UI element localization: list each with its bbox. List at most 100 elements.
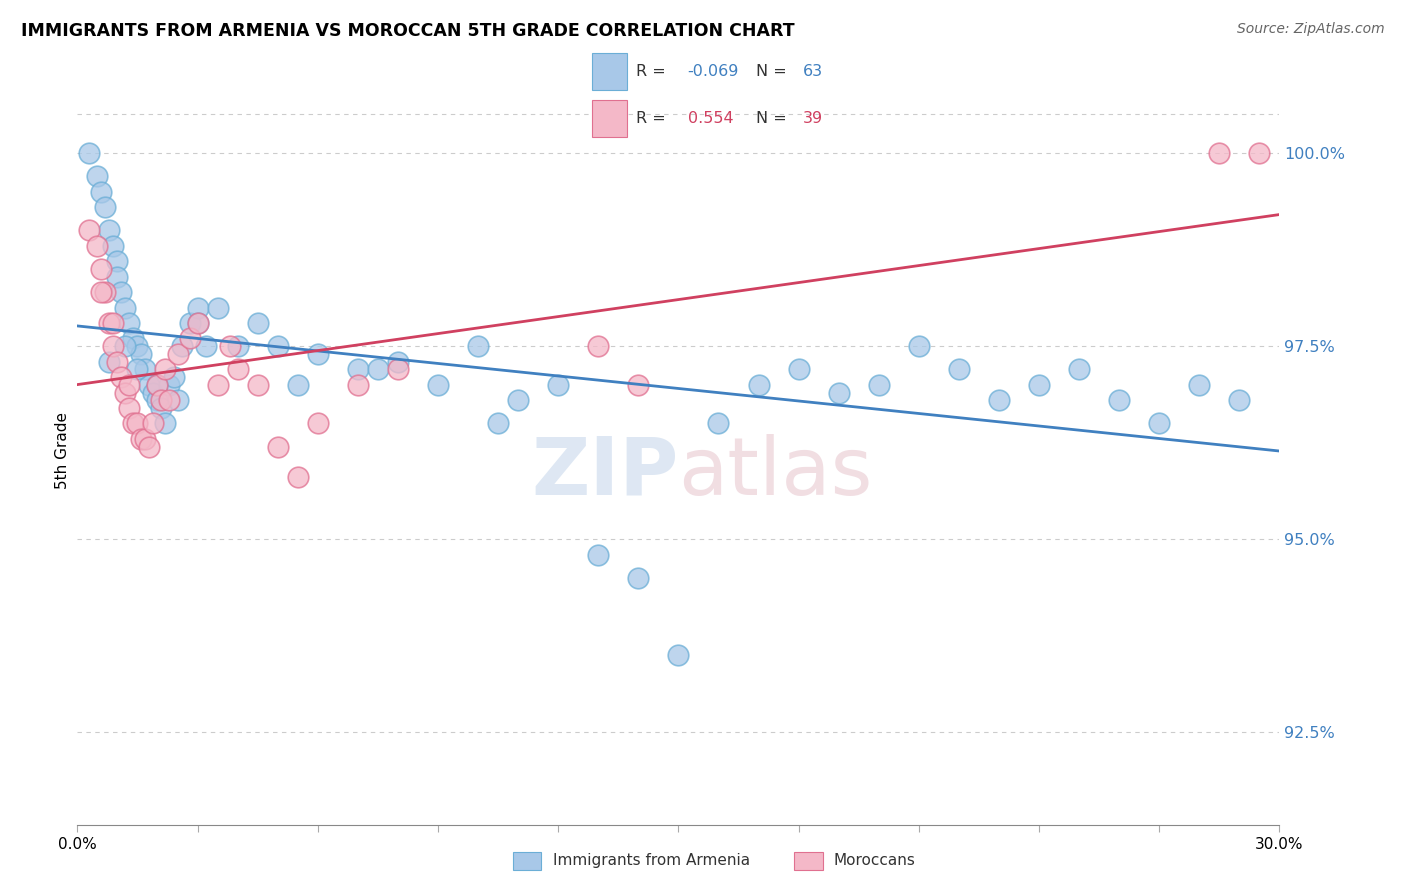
Point bbox=[287, 470, 309, 484]
Text: IMMIGRANTS FROM ARMENIA VS MOROCCAN 5TH GRADE CORRELATION CHART: IMMIGRANTS FROM ARMENIA VS MOROCCAN 5TH … bbox=[21, 22, 794, 40]
Point bbox=[79, 223, 101, 237]
Point bbox=[1229, 393, 1251, 408]
Point bbox=[246, 316, 269, 330]
Point bbox=[627, 377, 650, 392]
Point bbox=[1249, 146, 1271, 161]
Point bbox=[138, 377, 160, 392]
Point bbox=[103, 339, 125, 353]
Point bbox=[118, 401, 141, 415]
Point bbox=[134, 432, 156, 446]
Point bbox=[988, 393, 1011, 408]
Point bbox=[627, 571, 650, 585]
Point bbox=[307, 417, 329, 431]
Point bbox=[114, 385, 136, 400]
Point bbox=[179, 316, 201, 330]
Point bbox=[98, 223, 121, 237]
Point bbox=[748, 377, 770, 392]
Text: Moroccans: Moroccans bbox=[834, 854, 915, 868]
Point bbox=[427, 377, 450, 392]
Point bbox=[1208, 146, 1230, 161]
Point bbox=[588, 339, 610, 353]
Point bbox=[159, 377, 181, 392]
Point bbox=[114, 339, 136, 353]
Point bbox=[186, 316, 209, 330]
Point bbox=[387, 354, 409, 368]
Point bbox=[267, 440, 290, 454]
Point bbox=[346, 362, 368, 376]
Point bbox=[908, 339, 931, 353]
Point bbox=[387, 362, 409, 376]
Point bbox=[114, 301, 136, 315]
Point bbox=[146, 393, 169, 408]
Point bbox=[547, 377, 569, 392]
Point bbox=[107, 269, 129, 284]
Point bbox=[98, 316, 121, 330]
Point bbox=[218, 339, 240, 353]
Point bbox=[1188, 377, 1211, 392]
Point bbox=[707, 417, 730, 431]
Text: N =: N = bbox=[756, 63, 792, 78]
Point bbox=[150, 393, 173, 408]
Text: N =: N = bbox=[756, 111, 792, 126]
Point bbox=[246, 377, 269, 392]
Point bbox=[948, 362, 970, 376]
Point bbox=[1028, 377, 1050, 392]
Text: R =: R = bbox=[636, 111, 671, 126]
Point bbox=[868, 377, 890, 392]
Text: R =: R = bbox=[636, 63, 671, 78]
Point bbox=[127, 362, 149, 376]
Point bbox=[226, 362, 249, 376]
Text: 39: 39 bbox=[803, 111, 823, 126]
Text: atlas: atlas bbox=[679, 434, 873, 512]
Point bbox=[90, 285, 112, 299]
Point bbox=[103, 316, 125, 330]
Point bbox=[122, 331, 145, 345]
Point bbox=[146, 377, 169, 392]
Point bbox=[186, 316, 209, 330]
Point bbox=[367, 362, 389, 376]
Point bbox=[159, 393, 181, 408]
Point bbox=[122, 417, 145, 431]
Point bbox=[79, 146, 101, 161]
Point bbox=[307, 347, 329, 361]
Point bbox=[226, 339, 249, 353]
Point bbox=[267, 339, 290, 353]
Text: -0.069: -0.069 bbox=[688, 63, 740, 78]
Point bbox=[467, 339, 489, 353]
Point bbox=[287, 377, 309, 392]
Point bbox=[127, 339, 149, 353]
Point bbox=[131, 347, 153, 361]
Point bbox=[134, 362, 156, 376]
Point bbox=[155, 417, 177, 431]
Point bbox=[150, 401, 173, 415]
Point bbox=[142, 385, 165, 400]
Point bbox=[94, 285, 117, 299]
Point bbox=[179, 331, 201, 345]
Point bbox=[118, 377, 141, 392]
Point bbox=[142, 417, 165, 431]
Point bbox=[207, 301, 229, 315]
Point bbox=[98, 354, 121, 368]
Point bbox=[103, 239, 125, 253]
Point bbox=[118, 316, 141, 330]
Text: 0.554: 0.554 bbox=[688, 111, 734, 126]
Point bbox=[110, 370, 132, 384]
Point bbox=[194, 339, 217, 353]
Point bbox=[166, 393, 188, 408]
Point bbox=[162, 370, 184, 384]
Bar bbox=[592, 100, 627, 137]
Point bbox=[86, 169, 108, 184]
Point bbox=[170, 339, 193, 353]
Text: Immigrants from Armenia: Immigrants from Armenia bbox=[553, 854, 749, 868]
Bar bbox=[592, 53, 627, 90]
Point bbox=[508, 393, 530, 408]
Point bbox=[90, 261, 112, 276]
Point bbox=[668, 648, 690, 662]
Point bbox=[131, 432, 153, 446]
Point bbox=[155, 362, 177, 376]
Point bbox=[1149, 417, 1171, 431]
Point bbox=[107, 354, 129, 368]
Point bbox=[110, 285, 132, 299]
Point bbox=[588, 548, 610, 562]
Point bbox=[107, 254, 129, 268]
